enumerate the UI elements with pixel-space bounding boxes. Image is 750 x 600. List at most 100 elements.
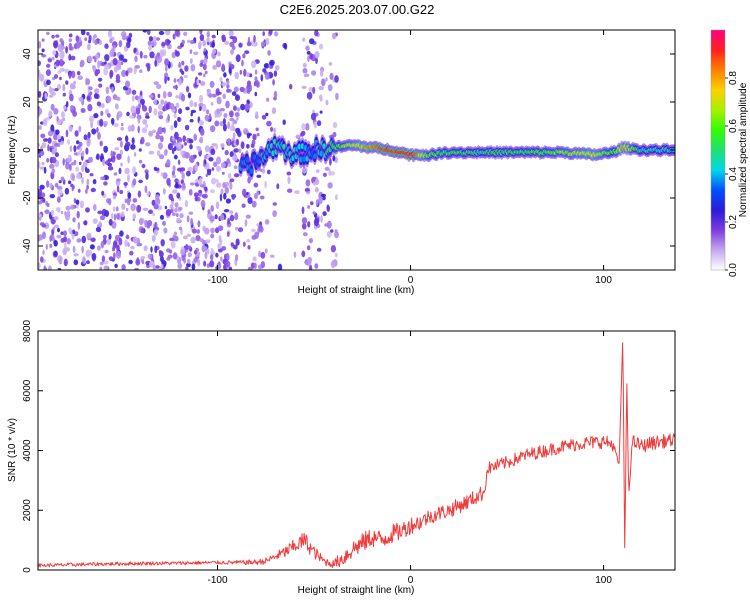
spectrogram-noise-cell xyxy=(173,120,178,129)
spectrogram-noise-cell xyxy=(264,72,270,80)
spectrogram-noise-cell xyxy=(307,205,311,209)
spectrogram-noise-cell xyxy=(198,120,204,126)
spectrogram-noise-cell xyxy=(146,30,151,35)
spectrogram-noise-cell xyxy=(232,155,238,162)
spectrogram-noise-cell xyxy=(57,207,61,213)
spectrogram-noise-cell xyxy=(128,32,133,39)
spectrogram-noise-cell xyxy=(211,34,216,39)
x-tick-label: -100 xyxy=(208,575,228,586)
spectrogram-noise-cell xyxy=(86,96,91,101)
spectrogram-noise-cell xyxy=(148,209,153,214)
spectrogram-noise-cell xyxy=(314,30,319,37)
spectrogram-noise-cell xyxy=(151,199,156,206)
spectrogram-noise-cell xyxy=(46,31,50,36)
spectrogram-noise-cell xyxy=(54,152,60,158)
spectrogram-noise-cell xyxy=(273,70,278,77)
spectrogram-noise-cell xyxy=(49,94,54,98)
spectrogram-noise-cell xyxy=(42,231,46,240)
spectrogram-noise-cell xyxy=(138,95,143,100)
spectrogram-noise-cell xyxy=(259,195,265,200)
spectrogram-noise-cell xyxy=(273,127,276,133)
spectrogram-noise-cell xyxy=(144,185,148,193)
spectrogram-noise-cell xyxy=(272,202,277,206)
spectrogram-noise-cell xyxy=(186,262,191,268)
spectrogram-noise-cell xyxy=(67,180,72,185)
spectrogram-noise-cell xyxy=(216,182,222,188)
spectrogram-noise-cell xyxy=(245,103,251,110)
spectrogram-noise-cell xyxy=(193,51,199,55)
spectrogram-noise-cell xyxy=(162,172,168,180)
spectrogram-noise-cell xyxy=(319,110,323,114)
spectrogram-noise-cell xyxy=(106,95,112,103)
spectrogram-noise-cell xyxy=(153,98,157,105)
spectrogram-noise-cell xyxy=(151,40,157,47)
spectrogram-noise-cell xyxy=(246,133,251,139)
spectrogram-noise-cell xyxy=(308,238,313,244)
spectrogram-noise-cell xyxy=(73,159,77,164)
spectrogram-noise-cell xyxy=(95,53,99,60)
spectrogram-ridge-cell xyxy=(313,153,317,160)
spectrogram-noise-cell xyxy=(78,96,84,102)
spectrogram-noise-cell xyxy=(199,34,205,42)
spectrogram-ridge-cell xyxy=(319,150,323,157)
spectrogram-noise-cell xyxy=(219,214,225,221)
spectrogram-noise-cell xyxy=(307,221,311,228)
spectrogram-noise-cell xyxy=(174,30,180,37)
spectrogram-noise-cell xyxy=(107,162,113,167)
spectrogram-noise-cell xyxy=(314,51,320,59)
spectrogram-noise-cell xyxy=(327,182,333,189)
spectrogram-noise-cell xyxy=(187,252,192,258)
snr-y-label: SNR (10 * v/v) xyxy=(7,418,18,482)
spectrogram-noise-cell xyxy=(38,107,43,115)
spectrogram-noise-cell xyxy=(108,30,113,38)
spectrogram-noise-cell xyxy=(206,30,210,38)
spectrogram-noise-cell xyxy=(39,166,45,170)
spectrogram-noise-cell xyxy=(194,196,199,202)
spectrogram-noise-cell xyxy=(197,146,202,152)
spectrogram-noise-cell xyxy=(217,243,222,250)
spectrogram-noise-cell xyxy=(86,184,89,190)
snr-y-axis: 0 2000 4000 6000 8000 xyxy=(22,319,675,573)
spectrogram-noise-cell xyxy=(100,110,104,116)
spectrogram-noise-cell xyxy=(218,235,222,243)
spectrogram-noise-cell xyxy=(56,116,59,122)
spectrogram-noise-cell xyxy=(112,58,118,66)
spectrogram-noise-cell xyxy=(215,60,222,68)
spectrogram-noise-cell xyxy=(124,239,128,247)
spectrogram-noise-cell xyxy=(76,173,81,180)
spectrogram-noise-cell xyxy=(38,161,41,169)
spectrogram-noise-cell xyxy=(242,241,246,247)
spectrogram-noise-cell xyxy=(301,223,307,230)
spectrogram-noise-cell xyxy=(97,132,101,140)
spectrogram-noise-cell xyxy=(233,38,238,43)
spectrogram-noise-cell xyxy=(73,253,79,257)
spectrogram-noise-cell xyxy=(108,256,114,261)
y-tick-label: 8000 xyxy=(22,319,33,342)
spectrogram-noise-cell xyxy=(98,83,103,88)
spectrogram-noise-cell xyxy=(148,36,154,42)
spectrogram-noise-cell xyxy=(181,60,185,66)
spectrogram-noise-cell xyxy=(251,60,257,69)
spectrogram-noise-cell xyxy=(230,242,234,247)
spectrogram-noise-cell xyxy=(141,127,148,134)
spectrogram-noise-cell xyxy=(235,138,240,146)
spectrogram-noise-cell xyxy=(39,222,45,226)
spectrogram-noise-cell xyxy=(264,248,268,254)
spectrogram-noise-cell xyxy=(205,239,211,244)
spectrogram-noise-cell xyxy=(246,143,250,149)
spectrogram-noise-cell xyxy=(127,125,133,132)
spectrogram-noise-cell xyxy=(309,264,313,270)
spectrogram-noise-cell xyxy=(160,239,165,247)
spectrogram-noise-cell xyxy=(314,263,319,269)
spectrogram-noise-cell xyxy=(225,260,231,268)
spectrogram-noise-cell xyxy=(282,119,286,125)
spectrogram-noise-cell xyxy=(188,211,194,215)
spectrogram-noise-cell xyxy=(82,161,88,168)
spectrogram-noise-cell xyxy=(175,95,180,99)
spectrogram-noise-cell xyxy=(70,204,75,210)
spectrogram-noise-cell xyxy=(142,105,148,112)
spectrogram-noise-cell xyxy=(266,169,271,175)
spectrogram-noise-cell xyxy=(133,47,137,54)
spectrogram-noise-cell xyxy=(68,38,73,42)
